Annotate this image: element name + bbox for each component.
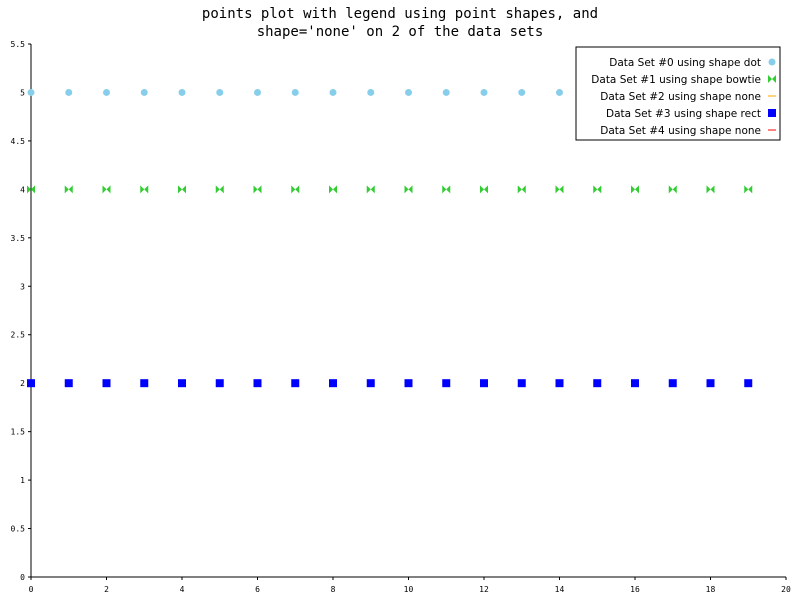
series-1-point (178, 185, 186, 194)
y-tick-label: 5 (20, 88, 25, 97)
y-tick-label: 2.5 (11, 331, 26, 340)
x-tick-label: 12 (479, 585, 489, 594)
series-3-point (744, 379, 753, 388)
series-0-point (442, 88, 450, 96)
series-3-point (593, 379, 602, 388)
series-1-point (140, 185, 149, 194)
chart-title-line-1: points plot with legend using point shap… (201, 6, 599, 22)
series-1-point (404, 185, 413, 194)
series-1-point (631, 185, 639, 194)
x-tick-label: 6 (255, 585, 260, 594)
series-3-point (480, 379, 488, 388)
series-3-point (517, 379, 526, 388)
x-tick-label: 0 (29, 585, 34, 594)
y-tick-label: 3.5 (11, 234, 26, 243)
series-1-point (555, 185, 564, 194)
series-0-point (556, 88, 563, 96)
legend-label: Data Set #0 using shape dot (609, 57, 761, 69)
x-tick-label: 18 (706, 585, 716, 594)
legend-label: Data Set #3 using shape rect (606, 108, 761, 120)
series-0-point (140, 88, 148, 96)
series-1-point (744, 185, 753, 194)
x-tick-label: 10 (404, 585, 414, 594)
legend-swatch (768, 75, 776, 83)
y-tick-label: 2 (20, 379, 25, 388)
series-3-point (253, 379, 262, 388)
series-0-point (480, 88, 488, 96)
chart-axes: 0 0.5 1 1.5 2 2.5 3 3.5 4 4.5 5 5.5 0 2 4 6 8 10 12 14 16 18 2… (11, 40, 791, 594)
series-1-point (215, 185, 224, 194)
series-1-point (329, 185, 337, 194)
legend-label: Data Set #2 using shape none (600, 91, 761, 103)
chart-marks (27, 88, 753, 388)
y-tick-label: 0 (20, 573, 25, 582)
legend-swatch (768, 58, 776, 66)
series-1-point (27, 185, 35, 194)
series-3-point (404, 379, 413, 388)
legend-box (575, 46, 781, 141)
series-1-point (668, 185, 677, 194)
x-tick-label: 4 (180, 585, 185, 594)
legend-label: Data Set #1 using shape bowtie (591, 74, 761, 86)
y-tick-label: 4.5 (11, 137, 26, 146)
series-0-point (65, 88, 73, 96)
x-tick-label: 20 (781, 585, 791, 594)
chart-title-line-2: shape='none' on 2 of the data sets (256, 24, 544, 40)
series-0-point (27, 88, 35, 96)
series-1-point (291, 185, 300, 194)
series-3-point (102, 379, 111, 388)
legend-swatch (768, 109, 776, 117)
series-3-point (442, 379, 451, 388)
series-0-point (367, 88, 375, 96)
series-0-point (329, 88, 337, 96)
y-tick-label: 4 (20, 185, 25, 194)
series-0-point (178, 88, 186, 96)
y-tick-label: 1.5 (11, 428, 26, 437)
x-tick-label: 14 (555, 585, 565, 594)
y-tick-label: 5.5 (11, 40, 26, 49)
series-3-point (366, 379, 375, 388)
series-3-point (215, 379, 224, 388)
x-tick-label: 16 (630, 585, 640, 594)
series-3-point (706, 379, 715, 388)
series-0-point (291, 88, 299, 96)
series-1-point (366, 185, 375, 194)
series-0-point (254, 88, 261, 96)
series-3-point (291, 379, 300, 388)
legend-label: Data Set #4 using shape none (600, 125, 761, 137)
chart-legend: Data Set #0 using shape dot Data Set #1 u… (575, 46, 781, 141)
series-3-point (631, 379, 639, 388)
series-1-point (102, 185, 111, 194)
series-1-point (64, 185, 73, 194)
series-3-point (178, 379, 186, 388)
series-3-point (64, 379, 73, 388)
series-1-point (517, 185, 526, 194)
series-0-point (405, 88, 412, 96)
series-3-point (329, 379, 337, 388)
series-0-point (216, 88, 224, 96)
series-3-point (555, 379, 564, 388)
series-1-point (593, 185, 602, 194)
series-1-point (442, 185, 451, 194)
x-tick-label: 2 (104, 585, 109, 594)
series-3-point (140, 379, 149, 388)
series-0-point (518, 88, 526, 96)
x-tick-label: 8 (331, 585, 336, 594)
y-tick-label: 1 (20, 476, 25, 485)
series-1-point (480, 185, 488, 194)
series-1-point (253, 185, 262, 194)
series-1-point (706, 185, 715, 194)
series-3-point (27, 379, 35, 388)
y-tick-label: 0.5 (11, 525, 26, 534)
series-0-point (103, 88, 110, 96)
y-tick-label: 3 (20, 282, 25, 291)
series-3-point (668, 379, 677, 388)
